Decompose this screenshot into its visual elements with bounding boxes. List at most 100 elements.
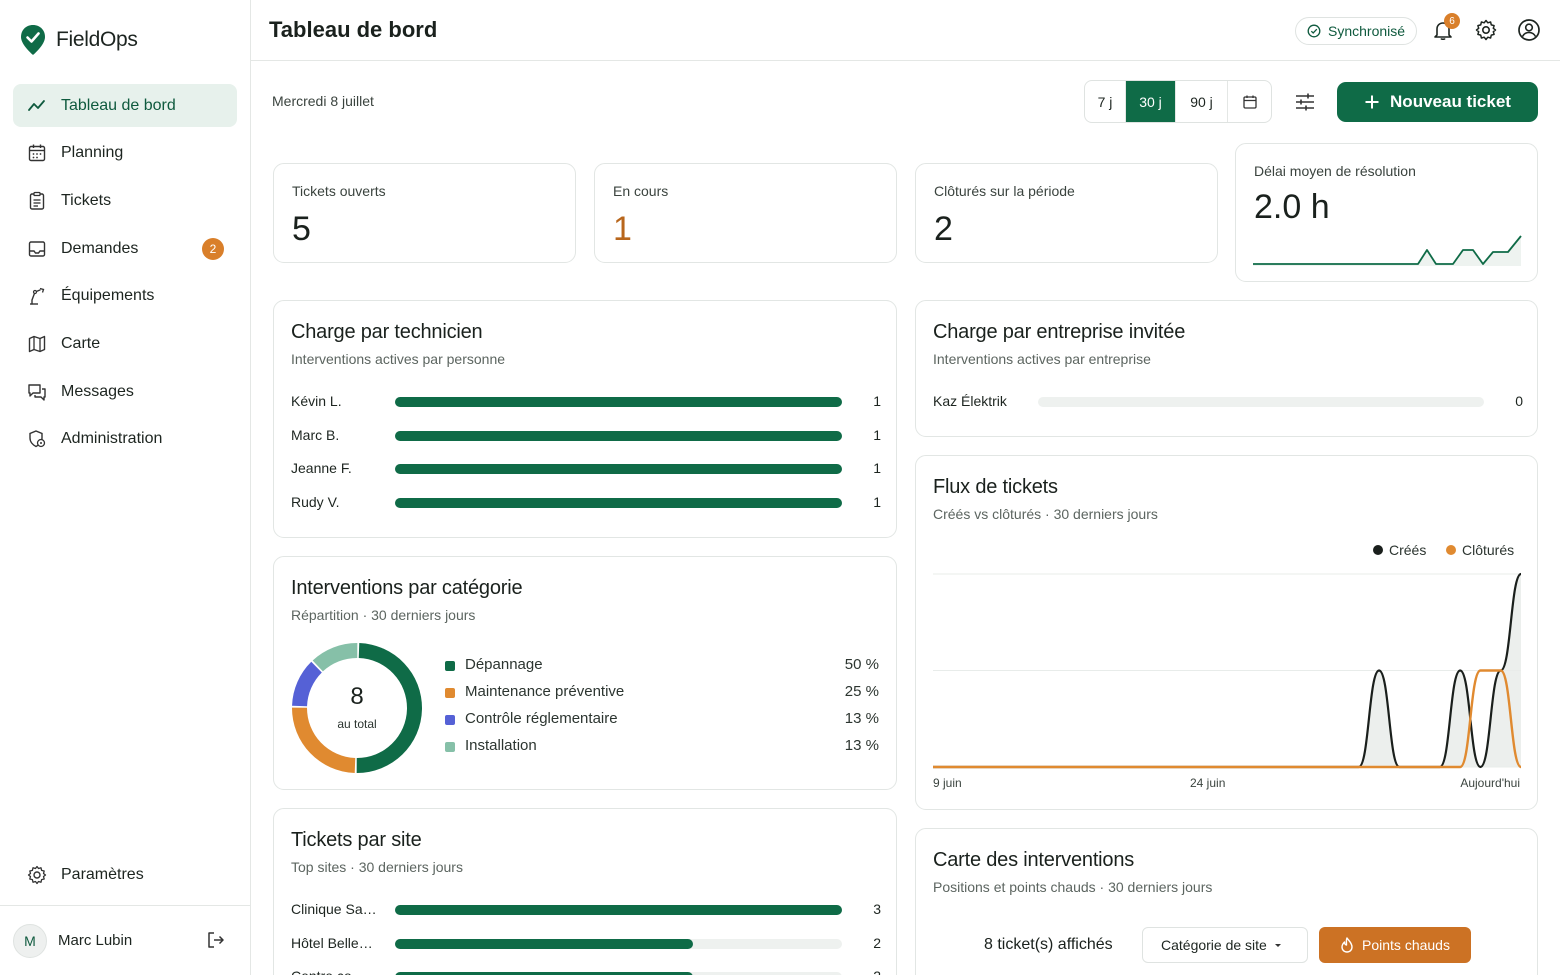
card-title: Flux de tickets [933, 476, 1058, 498]
sidebar-item-planning[interactable]: Planning [13, 132, 237, 175]
technician-row[interactable]: Jeanne F. 1 [291, 459, 881, 479]
legend-swatch-created [1373, 545, 1383, 555]
kpi-in-progress[interactable]: En cours 1 [594, 163, 897, 263]
bar-track [395, 905, 842, 915]
sidebar-item-messages[interactable]: Messages [13, 370, 237, 413]
card-subtitle: Créés vs clôturés · 30 derniers jours [933, 506, 1158, 522]
kpi-closed[interactable]: Clôturés sur la période 2 [915, 163, 1218, 263]
map-card: Carte des interventions Positions et poi… [915, 828, 1538, 975]
card-title: Carte des interventions [933, 849, 1135, 871]
sidebar-item-administration[interactable]: Administration [13, 418, 237, 461]
bar-label: Kévin L. [291, 393, 342, 409]
kpi-label: Délai moyen de résolution [1254, 163, 1416, 179]
admin-icon [27, 429, 47, 449]
user-name: Marc Lubin [58, 932, 133, 949]
gear-icon [27, 865, 47, 885]
legend-label: Contrôle réglementaire [465, 710, 618, 727]
trend-icon [27, 96, 47, 116]
sidebar-item-label: Carte [61, 334, 101, 352]
sidebar-item-label: Paramètres [61, 865, 144, 883]
sidebar-item-tickets[interactable]: Tickets [13, 179, 237, 222]
donut-slice[interactable] [356, 643, 422, 773]
bar-track [395, 497, 842, 508]
sidebar: FieldOps Tableau de bord Planning Ticket… [0, 0, 251, 975]
account-icon[interactable] [1517, 18, 1541, 42]
series-line-closed[interactable] [933, 669, 1523, 769]
sidebar-item-label: Tickets [61, 191, 112, 209]
site-row[interactable]: Centre com… 2 [291, 967, 881, 975]
donut-slice[interactable] [312, 643, 358, 672]
legend-swatch [445, 661, 455, 671]
ticket-count: 8 ticket(s) affichés [984, 936, 1113, 953]
bar-track [395, 397, 842, 407]
category-legend-item: Contrôle réglementaire 13 % [445, 710, 879, 730]
bar-fill [395, 497, 842, 508]
hotspots-button[interactable]: Points chauds [1319, 927, 1471, 963]
donut-slice[interactable] [292, 661, 322, 707]
legend-swatch [445, 688, 455, 698]
sync-label: Synchronisé [1328, 23, 1406, 39]
user-profile[interactable]: M Marc Lubin [0, 905, 250, 975]
technician-row[interactable]: Kévin L. 1 [291, 392, 881, 412]
sidebar-item-label: Messages [61, 382, 134, 400]
category-donut-chart [292, 643, 422, 773]
donut-slice[interactable] [292, 707, 356, 773]
card-title: Charge par technicien [291, 321, 483, 343]
sidebar-item-carte[interactable]: Carte [13, 322, 237, 365]
sidebar-item-label: Administration [61, 430, 163, 448]
donut-total: 8 [350, 683, 364, 710]
bar-value: 1 [873, 426, 881, 443]
settings-gear-icon[interactable] [1474, 18, 1498, 42]
sync-status-badge[interactable]: Synchronisé [1295, 17, 1418, 45]
bar-value: 2 [873, 934, 881, 951]
range-90-days[interactable]: 90 j [1176, 81, 1228, 122]
sidebar-item-equipements[interactable]: Équipements [13, 275, 237, 318]
range-7-days[interactable]: 7 j [1085, 81, 1126, 122]
sidebar-item-parametres[interactable]: Paramètres [13, 853, 237, 896]
kpi-value: 2 [934, 210, 953, 248]
sidebar-item-dashboard[interactable]: Tableau de bord [13, 84, 237, 127]
filter-sliders-button[interactable] [1291, 89, 1319, 115]
range-30-days[interactable]: 30 j [1126, 81, 1176, 122]
card-title: Tickets par site [291, 829, 422, 851]
hotspots-label: Points chauds [1362, 937, 1450, 953]
legend-created: Créés [1373, 542, 1426, 558]
bell-icon[interactable] [1431, 18, 1455, 42]
company-row[interactable]: Kaz Élektrik 0 [933, 392, 1523, 412]
site-category-select[interactable]: Catégorie de site [1142, 927, 1308, 963]
card-title: Interventions par catégorie [291, 577, 523, 599]
x-axis-label: 9 juin [933, 776, 962, 790]
brand[interactable]: FieldOps [20, 24, 138, 56]
card-subtitle: Interventions actives par entreprise [933, 351, 1151, 367]
category-legend-item: Dépannage 50 % [445, 656, 879, 676]
site-row[interactable]: Clinique Sai… 3 [291, 900, 881, 920]
new-ticket-button[interactable]: Nouveau ticket [1337, 82, 1538, 122]
site-row[interactable]: Hôtel Bellev… 2 [291, 934, 881, 954]
bar-track [395, 938, 842, 949]
bar-fill [395, 905, 842, 915]
kpi-open-tickets[interactable]: Tickets ouverts 5 [273, 163, 576, 263]
brand-name: FieldOps [56, 28, 138, 51]
sidebar-item-demandes[interactable]: Demandes 2 [13, 227, 237, 270]
sliders-icon [1296, 93, 1314, 111]
card-title: Charge par entreprise invitée [933, 321, 1186, 343]
logout-icon[interactable] [206, 930, 226, 955]
card-subtitle: Répartition · 30 derniers jours [291, 607, 476, 623]
technician-row[interactable]: Rudy V. 1 [291, 493, 881, 513]
kpi-resolution-time[interactable]: Délai moyen de résolution 2.0 h [1235, 143, 1538, 282]
notification-badge: 6 [1444, 13, 1460, 29]
legend-swatch-closed [1446, 545, 1456, 555]
custom-range-button[interactable] [1228, 81, 1271, 122]
bar-label: Kaz Élektrik [933, 393, 1007, 409]
bar-label: Clinique Sai… [291, 901, 377, 917]
card-subtitle: Positions et points chauds · 30 derniers… [933, 879, 1213, 895]
ticket-flow-chart [933, 572, 1523, 769]
topbar: Tableau de bord Synchronisé 6 [251, 0, 1560, 61]
card-subtitle: Interventions actives par personne [291, 351, 506, 367]
kpi-label: Clôturés sur la période [934, 183, 1075, 199]
legend-label: Installation [465, 737, 537, 754]
robot-arm-icon [27, 286, 47, 306]
technician-row[interactable]: Marc B. 1 [291, 426, 881, 446]
kpi-label: Tickets ouverts [292, 183, 386, 199]
sidebar-settings: Paramètres [13, 853, 237, 901]
